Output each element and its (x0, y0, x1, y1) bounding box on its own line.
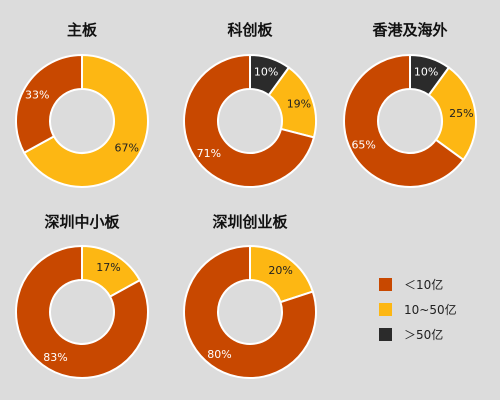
donut-slice (15, 244, 149, 379)
slice-percent-label: 65% (351, 139, 375, 152)
legend: ＜10亿 10~50亿 ＞50亿 (379, 277, 457, 342)
donut-slice (183, 244, 317, 379)
donut-slice (343, 53, 465, 188)
slice-percent-label: 67% (115, 141, 139, 154)
chart-title: 香港及海外 (372, 21, 447, 39)
chart-title: 深圳中小板 (44, 213, 120, 231)
legend-swatch (379, 303, 392, 316)
donut-chart-2: 科创板 10% 19% 71% (183, 21, 317, 188)
slice-percent-label: 10% (414, 66, 438, 79)
donut-chart-4: 深圳中小板 17% 83% (15, 213, 149, 379)
legend-label: ＜10亿 (404, 277, 443, 292)
slice-percent-label: 80% (207, 348, 231, 361)
slice-percent-label: 71% (197, 147, 221, 160)
chart-title: 深圳创业板 (212, 213, 288, 231)
donut-slice (15, 53, 83, 155)
legend-swatch (379, 278, 392, 291)
slice-percent-label: 17% (96, 261, 120, 274)
slice-percent-label: 25% (449, 107, 473, 120)
chart-title: 科创板 (227, 21, 273, 39)
donut-chart-3: 香港及海外 10% 25% 65% (343, 21, 477, 188)
slice-percent-label: 83% (43, 351, 67, 364)
donut-chart-1: 主板 67% 33% (15, 21, 149, 188)
slice-percent-label: 10% (254, 66, 278, 79)
donut-slice (183, 53, 316, 188)
slice-percent-label: 20% (268, 264, 292, 277)
legend-label: 10~50亿 (404, 302, 457, 317)
chart-title: 主板 (67, 21, 98, 39)
legend-label: ＞50亿 (404, 327, 443, 342)
donut-slice (22, 53, 149, 188)
slice-percent-label: 19% (287, 97, 311, 110)
legend-swatch (379, 328, 392, 341)
slice-percent-label: 33% (25, 89, 49, 102)
donut-chart-5: 深圳创业板 20% 80% (183, 213, 317, 379)
donut-slice (427, 66, 477, 162)
